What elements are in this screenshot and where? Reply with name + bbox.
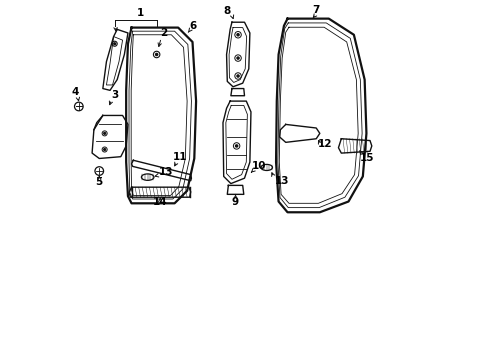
Text: 8: 8 [223,6,230,16]
Circle shape [237,75,239,77]
Text: 13: 13 [274,176,289,186]
Text: 7: 7 [312,5,319,15]
Circle shape [103,149,105,150]
Circle shape [237,57,239,59]
Text: 14: 14 [153,197,167,207]
Text: 11: 11 [172,152,187,162]
Text: 6: 6 [188,21,196,31]
Text: 3: 3 [111,90,118,100]
Circle shape [155,53,158,55]
Text: 10: 10 [252,161,266,171]
Text: 4: 4 [71,87,79,97]
Circle shape [114,43,115,45]
Text: 13: 13 [159,167,173,177]
Circle shape [235,145,237,147]
Text: 2: 2 [160,28,167,38]
Text: 5: 5 [96,177,102,187]
Text: 12: 12 [317,139,332,149]
Text: 9: 9 [231,197,239,207]
Text: 1: 1 [137,8,144,18]
Circle shape [237,34,239,36]
Circle shape [103,132,105,134]
Text: 15: 15 [359,153,374,163]
